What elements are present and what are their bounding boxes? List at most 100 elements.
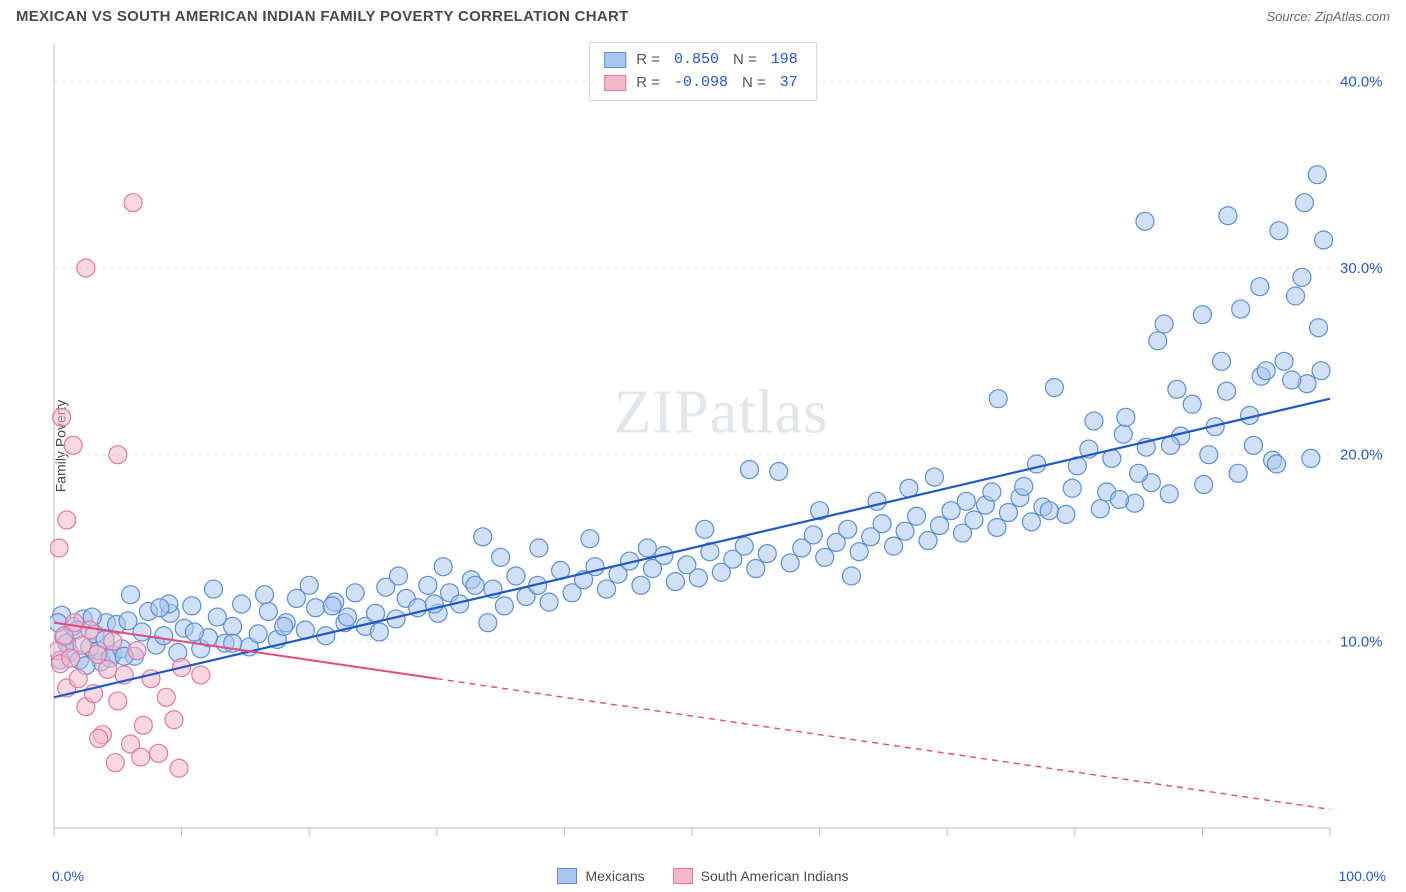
scatter-point: [896, 522, 914, 540]
scatter-point: [1015, 477, 1033, 495]
scatter-point: [155, 627, 173, 645]
scatter-point: [249, 625, 267, 643]
scatter-point: [581, 530, 599, 548]
scatter-point: [689, 569, 707, 587]
scatter-point: [1117, 408, 1135, 426]
scatter-point: [390, 567, 408, 585]
scatter-point: [1218, 382, 1236, 400]
stats-swatch: [604, 52, 626, 68]
scatter-point: [259, 602, 277, 620]
scatter-point: [1183, 395, 1201, 413]
chart-plot-area: 10.0%20.0%30.0%40.0% ZIPatlas: [50, 40, 1392, 850]
scatter-point: [1229, 464, 1247, 482]
scatter-point: [479, 614, 497, 632]
y-tick-label: 10.0%: [1340, 633, 1383, 650]
scatter-point: [747, 560, 765, 578]
scatter-point: [165, 711, 183, 729]
scatter-point: [1160, 485, 1178, 503]
scatter-point: [1045, 378, 1063, 396]
scatter-point: [1149, 332, 1167, 350]
scatter-point: [1315, 231, 1333, 249]
scatter-point: [908, 507, 926, 525]
legend-swatch: [673, 868, 693, 884]
scatter-point: [873, 515, 891, 533]
scatter-point: [1267, 455, 1285, 473]
scatter-point: [183, 597, 201, 615]
scatter-point: [1287, 287, 1305, 305]
legend-label: Mexicans: [585, 868, 644, 884]
y-tick-label: 20.0%: [1340, 447, 1383, 464]
scatter-point: [1022, 513, 1040, 531]
scatter-point: [900, 479, 918, 497]
scatter-point: [1114, 425, 1132, 443]
scatter-point: [346, 584, 364, 602]
scatter-point: [1162, 436, 1180, 454]
scatter-point: [122, 586, 140, 604]
scatter-point: [205, 580, 223, 598]
scatter-point: [781, 554, 799, 572]
chart-title: MEXICAN VS SOUTH AMERICAN INDIAN FAMILY …: [16, 8, 629, 25]
scatter-point: [128, 642, 146, 660]
scatter-point: [77, 259, 95, 277]
scatter-point: [632, 576, 650, 594]
scatter-point: [474, 528, 492, 546]
source-attribution: Source: ZipAtlas.com: [1266, 9, 1390, 24]
legend-item: Mexicans: [557, 868, 644, 884]
y-tick-label: 40.0%: [1340, 73, 1383, 90]
stats-n-value: 37: [776, 72, 802, 95]
y-tick-label: 30.0%: [1340, 260, 1383, 277]
scatter-point: [1193, 306, 1211, 324]
series-south_american_indians: [50, 194, 210, 778]
scatter-point: [1302, 449, 1320, 467]
scatter-point: [338, 608, 356, 626]
scatter-point: [1275, 352, 1293, 370]
scatter-point: [1091, 500, 1109, 518]
scatter-chart-svg: 10.0% 20.0% 30.0% 40.0%: [50, 40, 1392, 850]
scatter-point: [109, 446, 127, 464]
scatter-point: [64, 436, 82, 454]
scatter-point: [495, 597, 513, 615]
legend-label: South American Indians: [701, 868, 849, 884]
stats-n-label: N =: [733, 49, 757, 72]
stats-row: R = 0.850N =198: [604, 49, 802, 72]
scatter-point: [109, 692, 127, 710]
scatter-point: [1028, 455, 1046, 473]
scatter-point: [804, 526, 822, 544]
scatter-point: [58, 511, 76, 529]
scatter-point: [1155, 315, 1173, 333]
scatter-point: [666, 573, 684, 591]
scatter-point: [965, 511, 983, 529]
trend-line-dashed-south_american_indians: [437, 679, 1330, 810]
scatter-point: [638, 539, 656, 557]
scatter-point: [598, 580, 616, 598]
scatter-point: [233, 595, 251, 613]
scatter-point: [1040, 502, 1058, 520]
stats-n-label: N =: [742, 72, 766, 95]
scatter-point: [133, 623, 151, 641]
series-mexicans: [50, 166, 1333, 675]
stats-r-value: -0.098: [670, 72, 732, 95]
scatter-point: [1310, 319, 1328, 337]
scatter-point: [1195, 476, 1213, 494]
source-name: ZipAtlas.com: [1315, 9, 1390, 24]
scatter-point: [843, 567, 861, 585]
scatter-point: [1308, 166, 1326, 184]
stats-r-label: R =: [636, 49, 660, 72]
scatter-point: [256, 586, 274, 604]
scatter-point: [1293, 268, 1311, 286]
scatter-point: [740, 461, 758, 479]
scatter-point: [1257, 362, 1275, 380]
scatter-point: [466, 576, 484, 594]
scatter-point: [132, 748, 150, 766]
legend-swatch: [557, 868, 577, 884]
scatter-point: [192, 666, 210, 684]
scatter-point: [99, 660, 117, 678]
scatter-point: [81, 621, 99, 639]
correlation-stats-box: R = 0.850N =198R =-0.098N = 37: [589, 42, 817, 101]
scatter-point: [1063, 479, 1081, 497]
scatter-point: [50, 539, 68, 557]
scatter-point: [957, 492, 975, 510]
scatter-point: [1136, 212, 1154, 230]
stats-r-value: 0.850: [670, 49, 723, 72]
scatter-point: [1232, 300, 1250, 318]
